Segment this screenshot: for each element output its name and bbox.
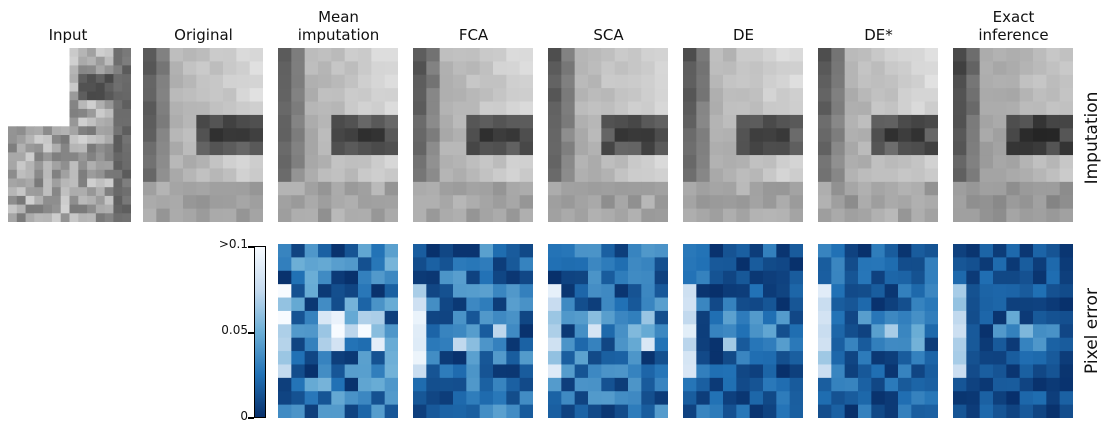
pixel-error-tile: [683, 244, 803, 418]
row-label-pixel-error: Pixel error: [1082, 288, 1102, 374]
column-header: Mean imputation: [276, 0, 401, 44]
column-header-line: Mean: [318, 8, 359, 26]
input-image: [8, 48, 131, 222]
pixel-error-tile: [818, 244, 938, 418]
column-header-line: FCA: [458, 26, 489, 44]
colorbar-tick-mark: [248, 246, 254, 248]
pixel-error-tile: [548, 244, 668, 418]
imputation-tile: [548, 48, 668, 222]
column-header-line: DE*: [864, 26, 893, 44]
column-header: SCA: [546, 0, 671, 44]
column-header: FCA: [411, 0, 536, 44]
column-header-line: SCA: [593, 26, 624, 44]
column-header-line: DE: [732, 26, 755, 44]
column-header: DE: [681, 0, 806, 44]
colorbar-tick-zero: 0: [240, 409, 248, 423]
row-label-imputation: Imputation: [1082, 91, 1102, 185]
column-header: Input: [23, 0, 113, 44]
pixel-error-tile: [413, 244, 533, 418]
imputation-tile: [413, 48, 533, 222]
column-header: Exact inference: [951, 0, 1076, 44]
imputation-tile: [143, 48, 263, 222]
imputation-tile: [953, 48, 1073, 222]
colorbar-tick-mark: [248, 332, 254, 334]
pixel-error-tile: [953, 244, 1073, 418]
pixel-error-tile: [278, 244, 398, 418]
imputation-tile: [683, 48, 803, 222]
column-header-line: imputation: [297, 26, 380, 44]
colorbar: [254, 246, 266, 418]
colorbar-tick-max: >0.1: [218, 237, 248, 251]
colorbar-tick-mid: 0.05: [221, 323, 248, 337]
colorbar-tick-mark: [248, 417, 254, 419]
column-header-line: inference: [978, 26, 1049, 44]
column-header: Original: [141, 0, 266, 44]
column-header-line: Exact: [992, 8, 1035, 26]
imputation-tile: [278, 48, 398, 222]
column-header-line: Original: [174, 26, 233, 44]
column-header-line: Input: [48, 26, 88, 44]
column-header: DE*: [816, 0, 941, 44]
imputation-tile: [818, 48, 938, 222]
